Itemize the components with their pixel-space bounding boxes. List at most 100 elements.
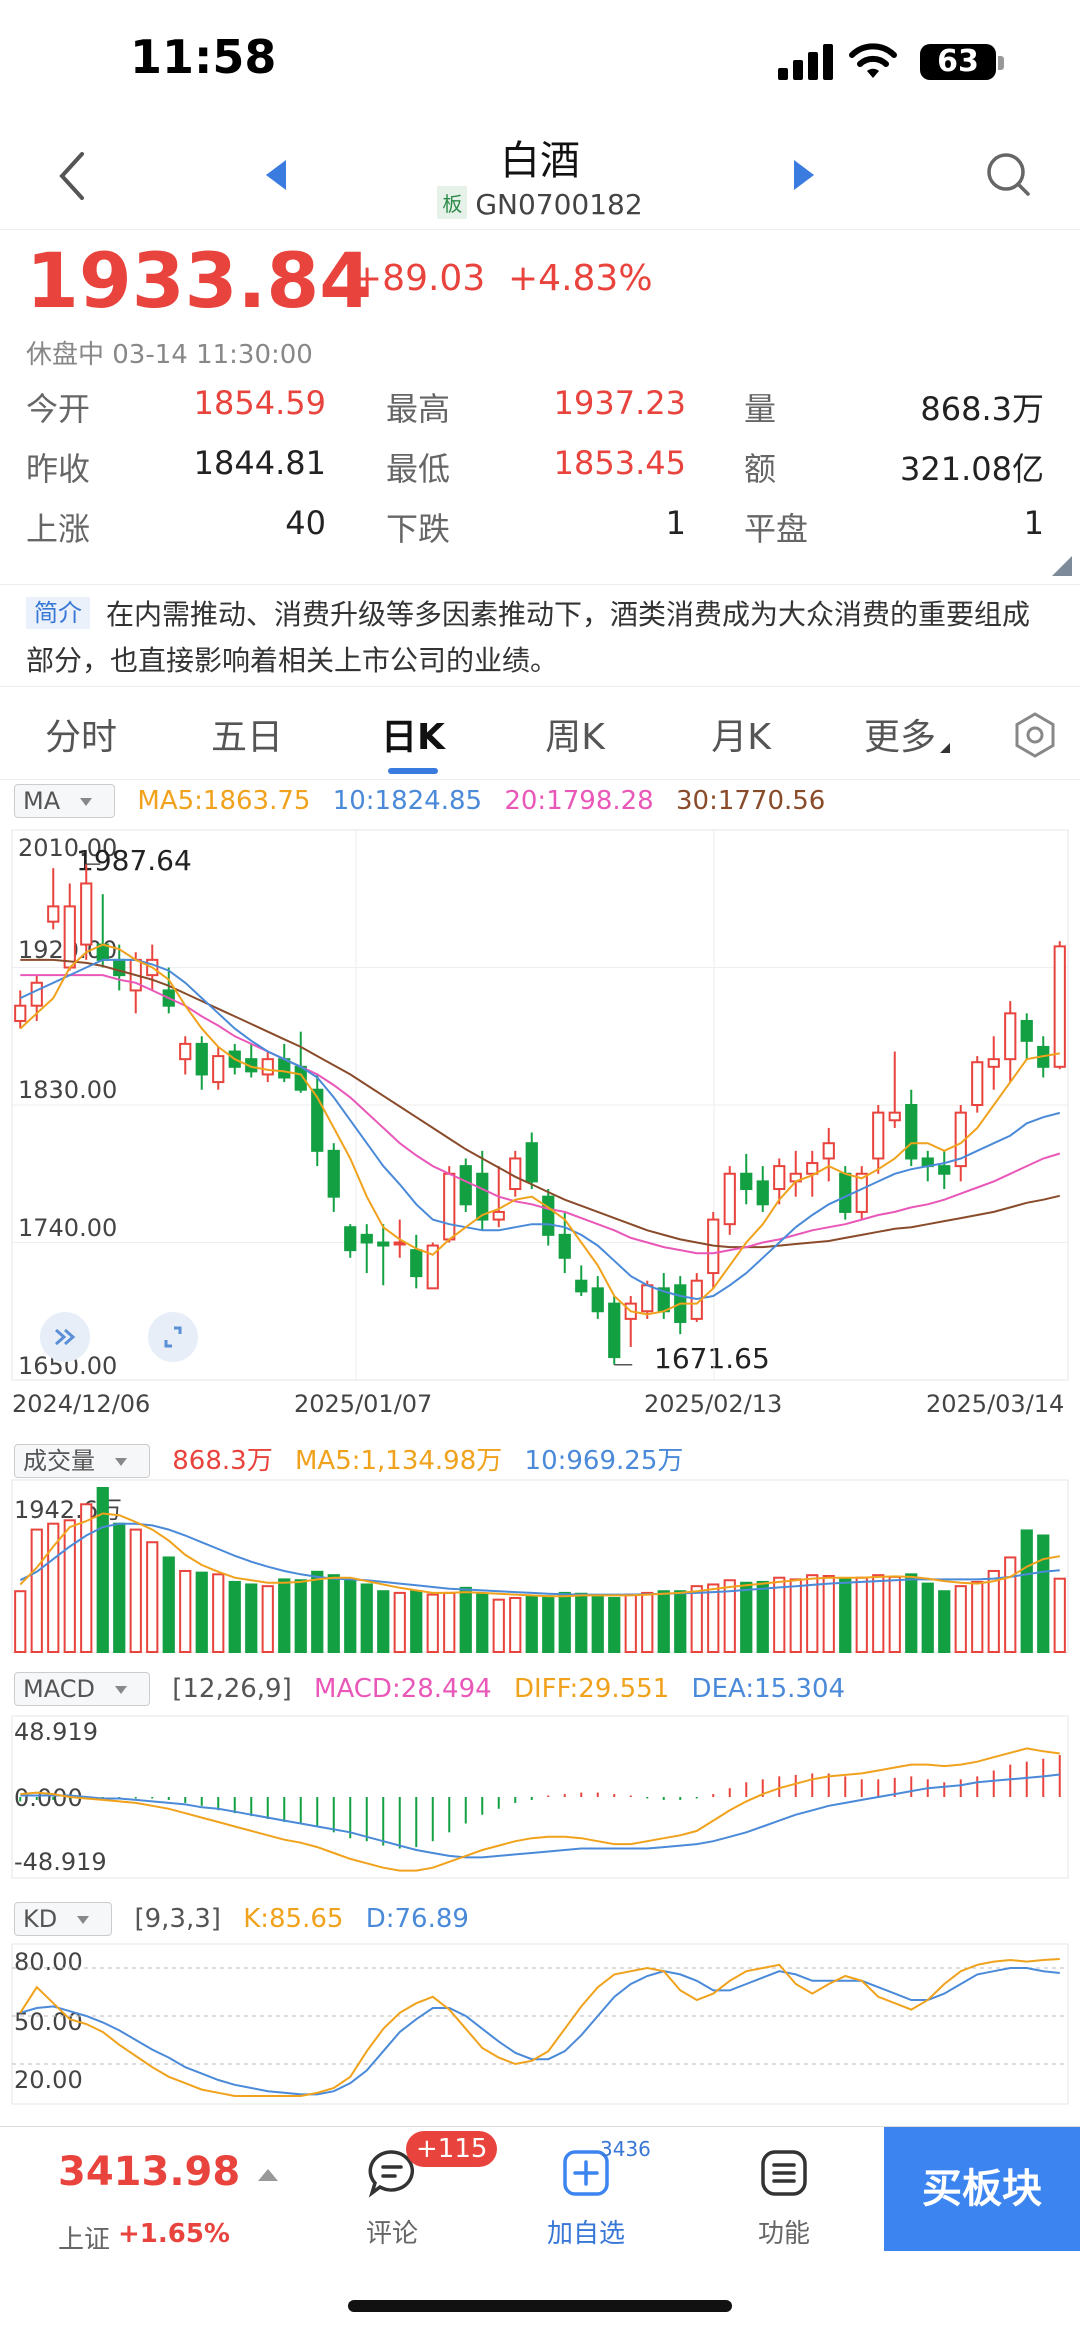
board-code: 板 GN0700182: [340, 186, 740, 221]
candle-up: [393, 1241, 406, 1246]
macd-axis-top: 48.919: [14, 1718, 98, 1746]
comment-button[interactable]: 评论: [332, 2147, 452, 2250]
tab-five-day[interactable]: 五日: [210, 717, 283, 758]
board-tag: 板: [437, 186, 468, 219]
candle-up: [30, 981, 43, 1007]
candle-down: [327, 1149, 340, 1198]
divider: [0, 686, 1080, 687]
intro-tag: 简介: [26, 597, 90, 629]
volume-bar: [773, 1576, 786, 1653]
candle-up: [773, 1165, 786, 1191]
expand-chart-button[interactable]: [40, 1312, 90, 1362]
expand-stats-toggle[interactable]: [1052, 556, 1072, 576]
watch-label: 加自选: [546, 2219, 625, 2249]
stat-label: 平盘: [744, 510, 809, 548]
candle-down: [476, 1172, 489, 1221]
stat-label: 下跌: [386, 510, 451, 548]
volume-bar: [839, 1578, 852, 1653]
double-chevron-icon: [55, 1328, 76, 1346]
diff-line: [20, 1747, 1060, 1872]
dea-value: DEA:15.304: [691, 1674, 846, 1704]
divider: [0, 584, 1080, 585]
add-watchlist-button[interactable]: 加自选: [526, 2147, 646, 2250]
candle-up: [888, 1111, 901, 1122]
candle-down: [575, 1279, 588, 1293]
fullscreen-button[interactable]: [148, 1312, 198, 1362]
macd-legend: MACD [12,26,9] MACD:28.494 DIFF:29.551 D…: [14, 1672, 859, 1706]
dropdown-icon: [80, 798, 93, 806]
next-stock-icon[interactable]: [792, 158, 818, 192]
candle-up: [261, 1058, 274, 1076]
tab-weekly-k[interactable]: 周K: [545, 717, 605, 758]
macd-value: MACD:28.494: [314, 1674, 492, 1704]
tab-more[interactable]: 更多: [842, 708, 972, 760]
volume-selector[interactable]: 成交量: [14, 1444, 150, 1478]
index-value[interactable]: 3413.98: [58, 2149, 241, 2195]
volume-max-label: 1942.6万: [14, 1496, 122, 1524]
back-icon[interactable]: [52, 146, 92, 206]
volume-bar: [641, 1591, 654, 1653]
ma5-line: [19, 943, 1060, 1316]
stat-prev-close: 昨收 1844.81: [26, 444, 326, 494]
intro-text: 在内需推动、消费升级等多因素推动下，酒类消费成为大众消费的重要组成部分，也直接影…: [26, 598, 1031, 677]
x-tick-label: 2025/03/14: [926, 1390, 1065, 1418]
buy-sector-button[interactable]: 买板块: [884, 2127, 1080, 2251]
function-button[interactable]: 功能: [724, 2147, 844, 2250]
tab-monthly-k[interactable]: 月K: [711, 717, 771, 758]
y-tick-label: 1740.00: [18, 1214, 118, 1242]
volume-bar: [14, 1590, 27, 1653]
kd-legend: KD [9,3,3] K:85.65 D:76.89: [14, 1902, 483, 1936]
stat-value: 1844.81: [193, 444, 326, 482]
volume-bar: [954, 1585, 967, 1654]
candle-up: [723, 1172, 736, 1226]
stat-open: 今开 1854.59: [26, 384, 326, 434]
x-tick-label: 2025/01/07: [294, 1390, 433, 1418]
prev-stock-icon[interactable]: [262, 158, 288, 192]
kd-selector[interactable]: KD: [14, 1902, 113, 1936]
candle-down: [311, 1088, 324, 1152]
candle-up: [987, 1058, 1000, 1068]
volume-bar: [245, 1583, 258, 1654]
search-icon[interactable]: [984, 150, 1034, 200]
stat-unchanged: 平盘 1: [744, 504, 1044, 554]
volume-bar: [740, 1581, 753, 1653]
candle-down: [344, 1226, 357, 1252]
page-title: 白酒: [500, 138, 580, 184]
candle-down: [608, 1302, 621, 1359]
status-bar: 11:58 63: [0, 0, 1080, 120]
volume-bar: [624, 1593, 637, 1654]
kd-frame: [11, 1943, 1069, 2105]
candle-down: [740, 1172, 753, 1191]
kd-axis-50: 50.00: [14, 2008, 83, 2036]
high-marker-label: 1987.64: [76, 844, 192, 877]
stat-value: 1853.45: [553, 444, 686, 482]
volume-bar: [938, 1590, 951, 1653]
volume-bar: [888, 1575, 901, 1653]
candle-down: [839, 1172, 852, 1213]
tab-daily-k[interactable]: 日K: [381, 717, 445, 758]
settings-icon[interactable]: [1010, 710, 1060, 760]
volume-ma5-line: [19, 1512, 1060, 1598]
stat-value: 321.08亿: [900, 450, 1044, 488]
volume-bar: [410, 1590, 423, 1653]
stat-advancers: 上涨 40: [26, 504, 326, 554]
tab-intraday[interactable]: 分时: [44, 717, 117, 758]
stat-label: 今开: [26, 390, 91, 428]
candle-down: [1037, 1045, 1050, 1068]
chevron-icon: [940, 743, 950, 753]
volume-bar: [129, 1528, 142, 1654]
k-value: K:85.65: [243, 1904, 344, 1934]
macd-selector[interactable]: MACD: [14, 1672, 150, 1706]
volume-bar: [1053, 1577, 1066, 1653]
ma-selector[interactable]: MA: [14, 784, 116, 818]
volume-selector-label: 成交量: [23, 1447, 95, 1475]
candle-up: [1004, 1012, 1017, 1061]
candle-down: [938, 1165, 951, 1175]
candle-down: [674, 1284, 687, 1323]
ma-selector-label: MA: [23, 787, 61, 815]
volume-bar: [806, 1574, 819, 1654]
candle-down: [360, 1233, 373, 1244]
volume-bar: [822, 1575, 835, 1654]
tab-more-label: 更多: [863, 717, 936, 758]
dropdown-icon: [115, 1458, 127, 1466]
